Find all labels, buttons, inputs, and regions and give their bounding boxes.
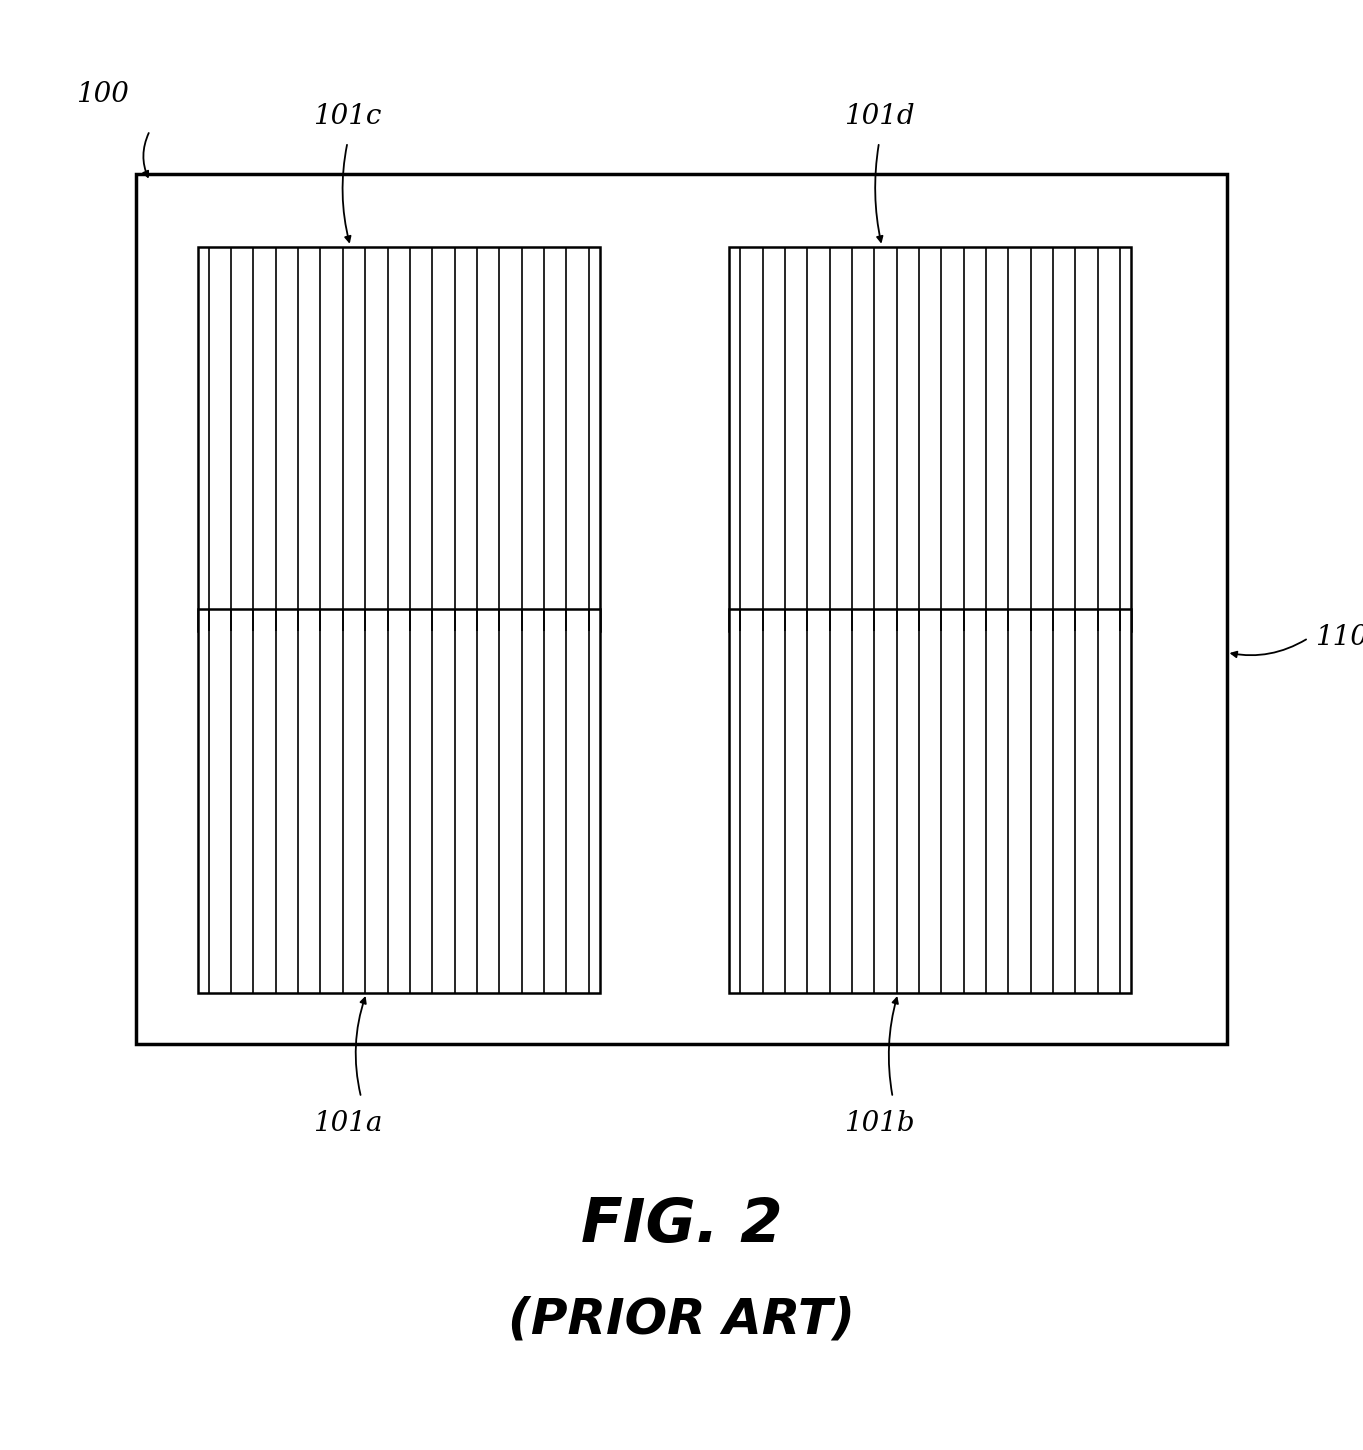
Text: 101d: 101d xyxy=(844,103,915,129)
Text: 101a: 101a xyxy=(313,1111,382,1137)
Text: 101c: 101c xyxy=(313,103,382,129)
Text: FIG. 2: FIG. 2 xyxy=(581,1196,782,1254)
Bar xyxy=(729,609,1131,993)
Bar xyxy=(729,247,1131,631)
Text: 101b: 101b xyxy=(844,1111,915,1137)
Text: (PRIOR ART): (PRIOR ART) xyxy=(508,1295,855,1344)
Bar xyxy=(198,609,600,993)
Bar xyxy=(198,247,600,631)
Bar xyxy=(136,174,1227,1044)
Text: 110: 110 xyxy=(1315,625,1363,651)
Text: 100: 100 xyxy=(76,81,128,107)
